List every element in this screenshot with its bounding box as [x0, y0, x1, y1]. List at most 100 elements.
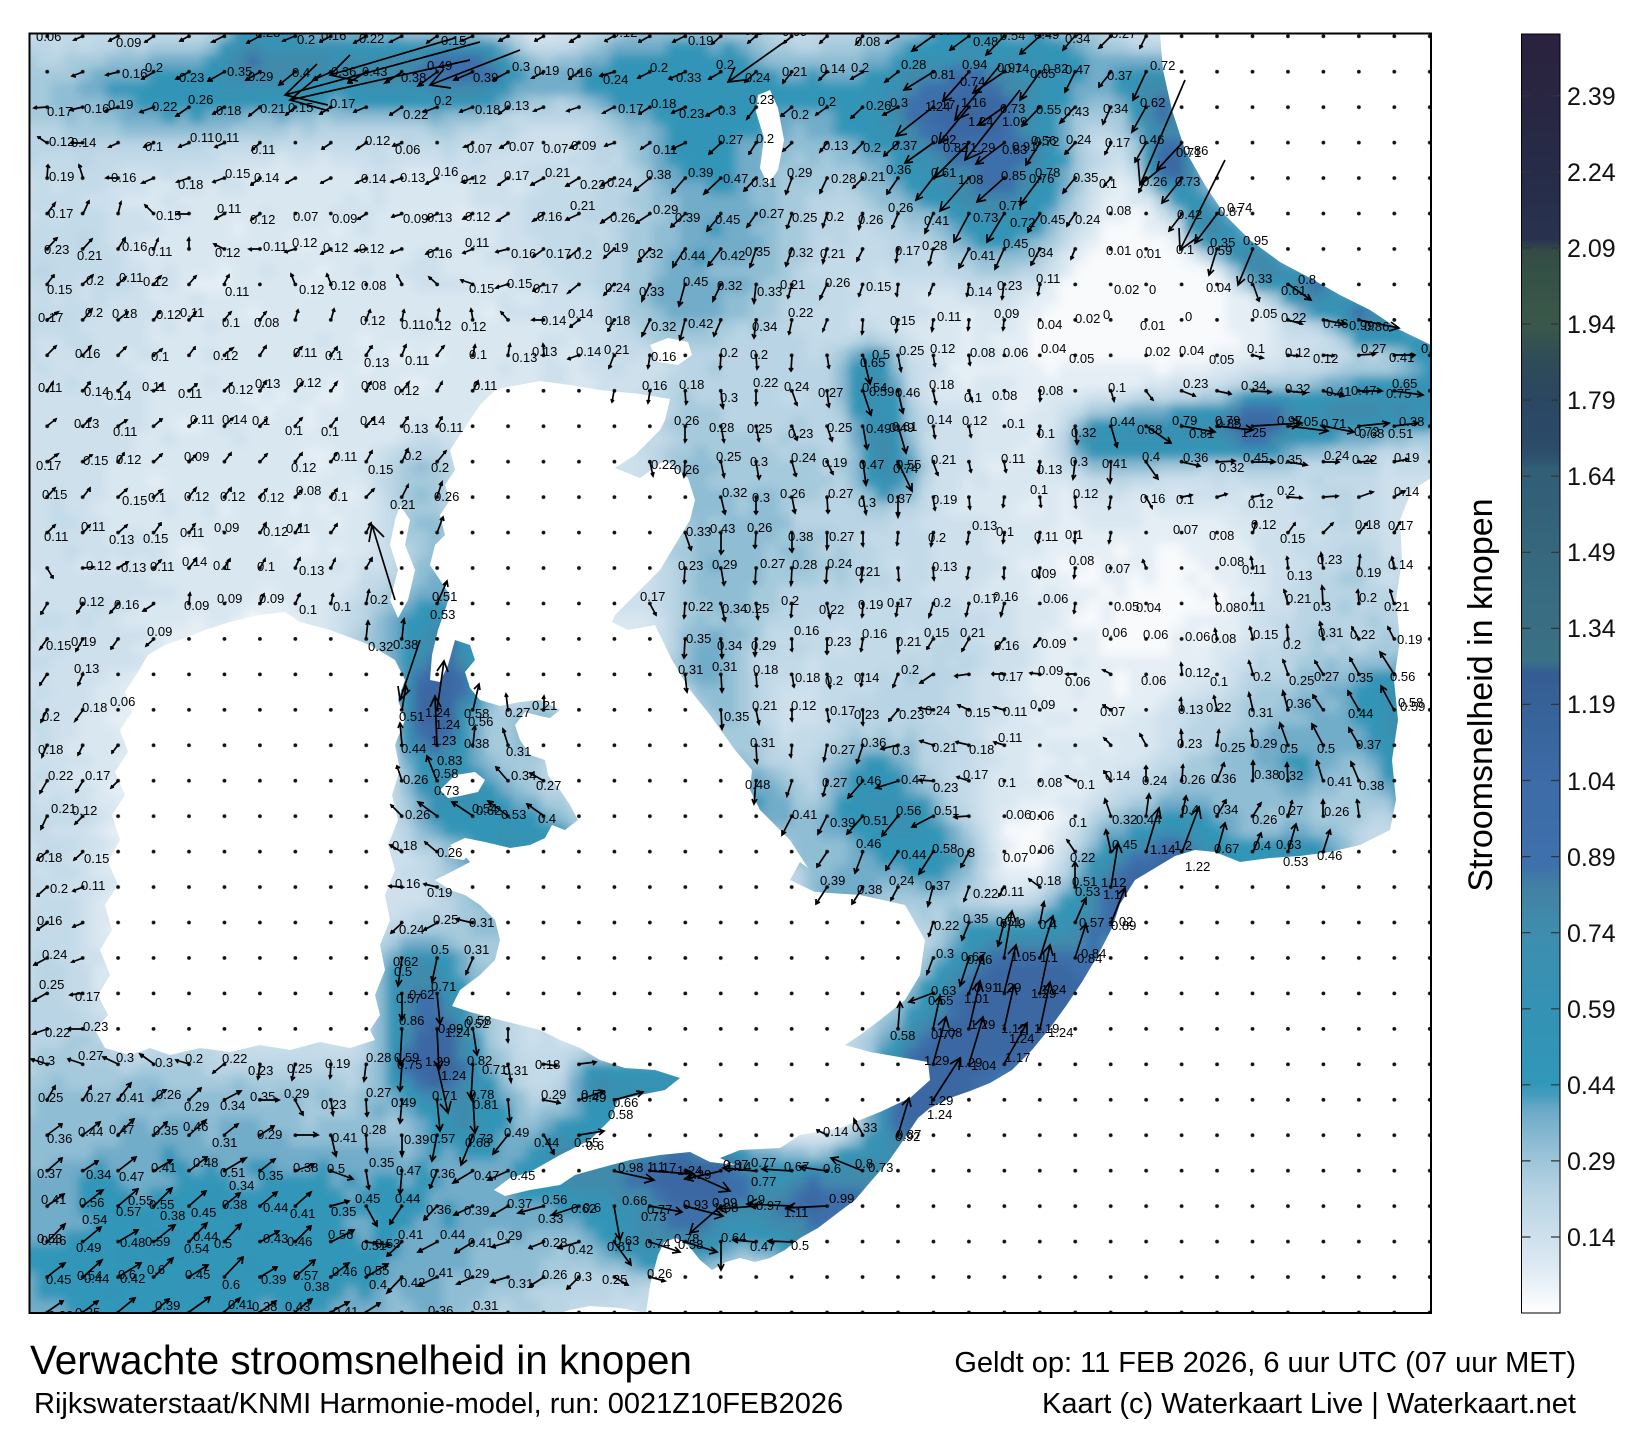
svg-text:0.32: 0.32: [1278, 768, 1303, 783]
svg-text:0.24: 0.24: [1324, 448, 1349, 463]
svg-text:0.12: 0.12: [394, 383, 419, 398]
svg-text:0.21: 0.21: [260, 101, 285, 116]
svg-text:0.25: 0.25: [1289, 673, 1314, 688]
svg-text:1.29: 1.29: [924, 1053, 949, 1068]
svg-text:0.73: 0.73: [973, 210, 998, 225]
svg-text:0.21: 0.21: [77, 248, 102, 263]
svg-text:0.2: 0.2: [716, 57, 734, 72]
svg-text:0.72: 0.72: [1010, 215, 1035, 230]
svg-text:0.15: 0.15: [83, 453, 108, 468]
svg-text:0.11: 0.11: [251, 142, 275, 157]
svg-text:0.32: 0.32: [368, 639, 393, 654]
svg-text:1.1: 1.1: [1040, 950, 1058, 965]
svg-text:0.21: 0.21: [545, 165, 570, 180]
svg-text:0.39: 0.39: [261, 1272, 286, 1287]
svg-text:0.13: 0.13: [1178, 702, 1203, 717]
svg-text:0.35: 0.35: [153, 1123, 178, 1138]
svg-text:0.09: 0.09: [1031, 566, 1056, 581]
svg-text:0.06: 0.06: [1143, 627, 1168, 642]
svg-text:0.21: 0.21: [604, 342, 629, 357]
svg-text:0.26: 0.26: [674, 413, 699, 428]
svg-text:0.29: 0.29: [1252, 736, 1277, 751]
svg-text:0.16: 0.16: [433, 164, 458, 179]
svg-text:0.12: 0.12: [426, 318, 451, 333]
svg-text:0.74: 0.74: [1567, 920, 1616, 948]
svg-text:0.37: 0.37: [887, 491, 912, 506]
svg-text:0.1: 0.1: [1247, 341, 1265, 356]
svg-text:0.14: 0.14: [84, 384, 109, 399]
svg-text:0.11: 0.11: [81, 519, 105, 534]
svg-text:0.1: 0.1: [1077, 777, 1095, 792]
svg-text:0.09: 0.09: [332, 211, 357, 226]
svg-text:0.2: 0.2: [42, 709, 60, 724]
svg-text:0.32: 0.32: [788, 245, 813, 260]
svg-text:0.32: 0.32: [651, 319, 676, 334]
svg-text:0.26: 0.26: [434, 489, 459, 504]
svg-text:0.28: 0.28: [542, 1235, 567, 1250]
svg-text:0: 0: [1103, 307, 1110, 322]
svg-text:0.53: 0.53: [1283, 854, 1308, 869]
svg-text:0.63: 0.63: [614, 1233, 639, 1248]
svg-text:0.1: 0.1: [469, 347, 487, 362]
svg-text:0.38: 0.38: [646, 167, 671, 182]
svg-text:1.19: 1.19: [1567, 691, 1616, 719]
svg-text:0.06: 0.06: [1029, 808, 1054, 823]
svg-text:0.28: 0.28: [361, 1122, 386, 1137]
svg-text:1.12: 1.12: [1101, 875, 1126, 890]
svg-text:0.5: 0.5: [791, 1238, 809, 1253]
svg-text:1.24: 1.24: [1009, 1031, 1034, 1046]
svg-text:0.79: 0.79: [1172, 413, 1197, 428]
svg-text:0.21: 0.21: [780, 277, 805, 292]
svg-text:0.16: 0.16: [114, 597, 139, 612]
svg-text:0.27: 0.27: [822, 775, 847, 790]
svg-text:0.2: 0.2: [86, 273, 104, 288]
svg-text:0.34: 0.34: [1065, 31, 1090, 46]
svg-text:0.61: 0.61: [607, 1239, 632, 1254]
svg-text:0.29: 0.29: [653, 202, 678, 217]
svg-text:0.25: 0.25: [602, 1272, 627, 1287]
svg-text:0.16: 0.16: [122, 239, 147, 254]
svg-text:0.55: 0.55: [1036, 102, 1061, 117]
svg-text:0.27: 0.27: [505, 705, 530, 720]
svg-text:0.97: 0.97: [1277, 413, 1302, 428]
svg-text:0.45: 0.45: [510, 1168, 535, 1183]
svg-text:0.56: 0.56: [896, 803, 921, 818]
svg-text:0.17: 0.17: [998, 669, 1023, 684]
svg-text:0.25: 0.25: [899, 343, 924, 358]
svg-text:0.12: 0.12: [612, 25, 637, 40]
svg-text:0.44: 0.44: [1567, 1072, 1616, 1100]
svg-text:0.15: 0.15: [156, 208, 181, 223]
svg-text:0.81: 0.81: [930, 67, 955, 82]
svg-text:0.33: 0.33: [538, 1211, 563, 1226]
svg-text:0.14: 0.14: [106, 388, 131, 403]
svg-text:0.21: 0.21: [896, 634, 921, 649]
svg-text:0.21: 0.21: [820, 246, 845, 261]
svg-text:0.31: 0.31: [503, 1063, 528, 1078]
svg-text:0.07: 0.07: [509, 139, 534, 154]
svg-text:0.17: 0.17: [1105, 135, 1130, 150]
svg-text:1.04: 1.04: [971, 1058, 996, 1073]
svg-text:0.38: 0.38: [1399, 414, 1424, 429]
svg-text:Stroomsnelheid in knopen: Stroomsnelheid in knopen: [1462, 498, 1500, 891]
svg-text:0.12: 0.12: [323, 240, 348, 255]
svg-text:0.22: 0.22: [152, 99, 177, 114]
svg-text:0.1: 0.1: [1210, 674, 1228, 689]
svg-text:0.12: 0.12: [184, 489, 209, 504]
svg-text:0.4: 0.4: [1253, 838, 1271, 853]
svg-text:0.05: 0.05: [1114, 599, 1139, 614]
svg-text:0.63: 0.63: [1276, 837, 1301, 852]
svg-text:0.41: 0.41: [1326, 384, 1351, 399]
svg-text:0.11: 0.11: [180, 305, 204, 320]
svg-text:0.44: 0.44: [84, 1271, 109, 1286]
svg-text:0.61: 0.61: [892, 419, 917, 434]
svg-text:0.36: 0.36: [47, 1131, 72, 1146]
svg-text:0.41: 0.41: [468, 1235, 493, 1250]
svg-text:0.46: 0.46: [287, 1234, 312, 1249]
svg-text:0.4: 0.4: [369, 1277, 387, 1292]
svg-text:0.56: 0.56: [1390, 669, 1415, 684]
svg-text:0.02: 0.02: [1145, 344, 1170, 359]
svg-text:0.24: 0.24: [42, 947, 67, 962]
svg-text:0.46: 0.46: [1317, 848, 1342, 863]
svg-text:0.14: 0.14: [854, 670, 879, 685]
svg-text:1.64: 1.64: [1567, 463, 1616, 491]
